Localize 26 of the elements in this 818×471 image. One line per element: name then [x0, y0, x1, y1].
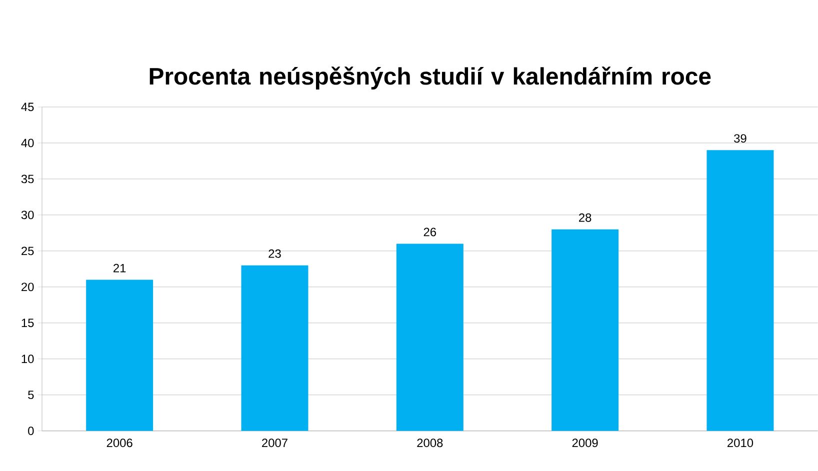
bar	[552, 229, 619, 431]
y-tick-label: 45	[21, 102, 34, 112]
x-tick-label: 2007	[262, 438, 288, 448]
x-tick-label: 2010	[728, 438, 754, 448]
data-label: 26	[424, 228, 436, 236]
x-tick-label: 2008	[417, 438, 443, 448]
y-tick-label: 5	[28, 390, 34, 400]
bar	[86, 280, 154, 431]
y-tick-label: 30	[21, 210, 34, 220]
bar	[706, 150, 774, 431]
data-label: 23	[268, 249, 281, 258]
y-tick-label: 15	[22, 318, 34, 328]
x-tick-label: 2006	[106, 438, 132, 448]
bar	[396, 244, 464, 431]
y-tick-label: 35	[21, 174, 34, 184]
y-tick-label: 40	[21, 138, 34, 148]
data-label: 21	[114, 264, 126, 272]
y-tick-label: 20	[22, 282, 34, 292]
bar	[241, 265, 308, 431]
data-label: 39	[734, 134, 746, 143]
y-tick-label: 25	[22, 246, 34, 256]
y-tick-label: 0	[28, 426, 34, 436]
x-tick-label: 2009	[572, 438, 598, 448]
data-label: 28	[579, 213, 592, 222]
chart-title: Procenta neúspěšných studií v kalendářním roce	[150, 66, 711, 90]
y-tick-label: 10	[22, 354, 34, 364]
